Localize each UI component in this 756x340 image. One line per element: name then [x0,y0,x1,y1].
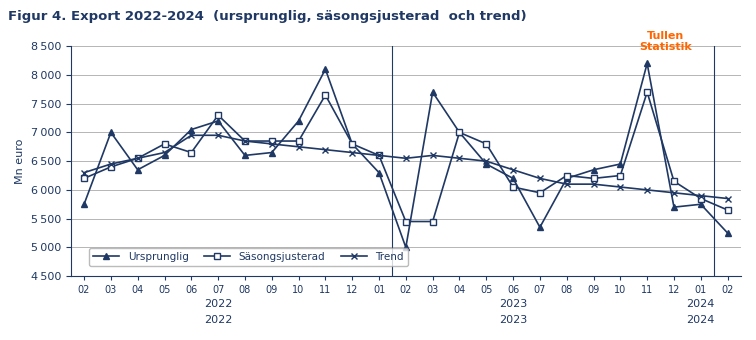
Säsongsjusterad [562,173,572,177]
Text: Figur 4. Export 2022-2024  (ursprunglig, säsongsjusterad  och trend): Figur 4. Export 2022-2024 (ursprunglig, … [8,10,526,23]
Text: Tullen
Statistik: Tullen Statistik [639,31,692,52]
Säsongsjusterad [509,185,518,189]
Trend [348,151,357,155]
Ursprunglig [669,205,678,209]
Säsongsjusterad [696,197,705,201]
Trend [535,176,544,181]
Säsongsjusterad [240,139,249,143]
Line: Säsongsjusterad: Säsongsjusterad [81,89,731,225]
Trend [669,191,678,195]
Ursprunglig [428,90,437,94]
Ursprunglig [643,62,652,66]
Text: 2023: 2023 [499,315,527,325]
Trend [455,156,464,160]
Ursprunglig [535,225,544,229]
Text: 2024: 2024 [686,315,715,325]
Säsongsjusterad [455,130,464,134]
Säsongsjusterad [669,179,678,183]
Säsongsjusterad [616,173,625,177]
Ursprunglig [79,202,88,206]
Säsongsjusterad [187,151,196,155]
Line: Ursprunglig: Ursprunglig [81,60,731,251]
Säsongsjusterad [482,142,491,146]
Ursprunglig [562,176,572,181]
Trend [214,133,223,137]
Ursprunglig [267,151,276,155]
Trend [723,197,732,201]
Säsongsjusterad [294,139,303,143]
Säsongsjusterad [133,156,142,160]
Trend [428,153,437,157]
Ursprunglig [133,168,142,172]
Säsongsjusterad [643,90,652,94]
Ursprunglig [374,171,383,175]
Trend [187,133,196,137]
Ursprunglig [187,128,196,132]
Ursprunglig [509,176,518,181]
Text: 2024: 2024 [686,299,715,309]
Trend [401,156,411,160]
Ursprunglig [589,168,598,172]
Trend [643,188,652,192]
Text: 2022: 2022 [204,299,232,309]
Trend [294,145,303,149]
Säsongsjusterad [535,191,544,195]
Ursprunglig [696,202,705,206]
Trend [616,185,625,189]
Trend [321,148,330,152]
Y-axis label: Mn euro: Mn euro [15,138,25,184]
Säsongsjusterad [428,219,437,223]
Legend: Ursprunglig, Säsongsjusterad, Trend: Ursprunglig, Säsongsjusterad, Trend [89,248,408,266]
Trend [374,153,383,157]
Ursprunglig [107,130,116,134]
Ursprunglig [214,119,223,123]
Säsongsjusterad [79,176,88,181]
Trend [696,193,705,198]
Trend [240,139,249,143]
Trend [509,168,518,172]
Trend [589,182,598,186]
Ursprunglig [240,153,249,157]
Säsongsjusterad [267,139,276,143]
Text: 2023: 2023 [499,299,527,309]
Trend [133,156,142,160]
Trend [107,162,116,166]
Ursprunglig [348,142,357,146]
Ursprunglig [294,119,303,123]
Trend [562,182,572,186]
Säsongsjusterad [321,93,330,97]
Ursprunglig [401,245,411,250]
Säsongsjusterad [107,165,116,169]
Ursprunglig [160,153,169,157]
Ursprunglig [455,130,464,134]
Säsongsjusterad [348,142,357,146]
Trend [79,171,88,175]
Trend [482,159,491,163]
Säsongsjusterad [589,176,598,181]
Säsongsjusterad [160,142,169,146]
Trend [160,151,169,155]
Säsongsjusterad [374,153,383,157]
Ursprunglig [723,231,732,235]
Ursprunglig [482,162,491,166]
Säsongsjusterad [401,219,411,223]
Säsongsjusterad [214,113,223,117]
Ursprunglig [321,67,330,71]
Trend [267,142,276,146]
Line: Trend: Trend [81,132,731,202]
Text: 2022: 2022 [204,315,232,325]
Säsongsjusterad [723,208,732,212]
Ursprunglig [616,162,625,166]
